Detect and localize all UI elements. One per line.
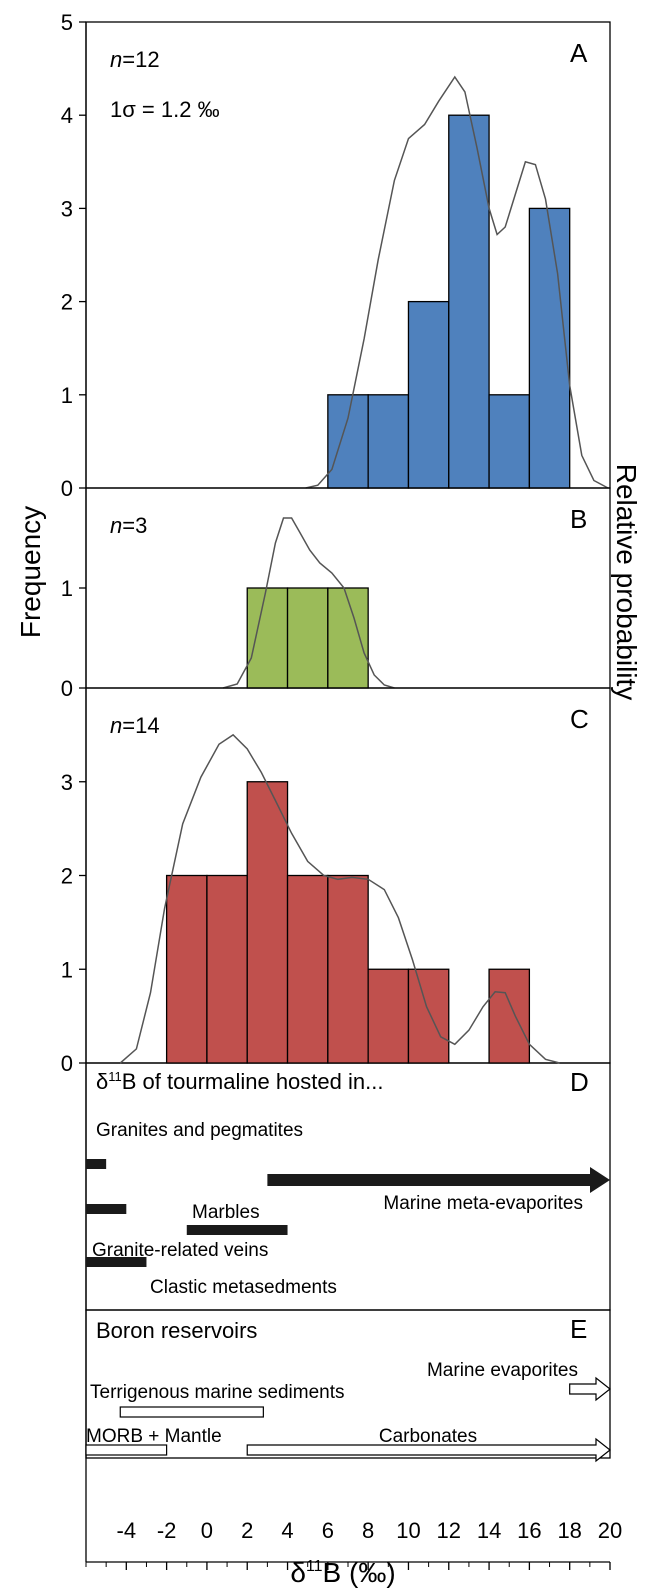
panel-b-n-count: n=3 — [110, 513, 147, 538]
panel-a-bar-1 — [327, 394, 369, 489]
panel-c-probability-curve — [119, 733, 560, 1064]
panel-a-ytick-label-1: 1 — [61, 383, 73, 408]
panel-b-probability-curve — [222, 517, 395, 689]
panel-c-bar-6 — [367, 968, 410, 1064]
panel-a-probability-curve — [305, 75, 609, 489]
panel-e-bar-carbonates — [246, 1437, 611, 1463]
xtick-label-10: 10 — [396, 1518, 420, 1543]
panel-a-n-count: n=12 — [110, 47, 160, 72]
panel-a: 0 1 2 3 4 5 An=12 1σ = 1.2 ‰ — [61, 10, 611, 501]
panel-a-ytick-label-4: 4 — [61, 103, 73, 128]
panel-e-label-carbonates: Carbonates — [379, 1426, 477, 1447]
panel-c-ytick-label-1: 1 — [61, 957, 73, 982]
panel-e-bars: Marine evaporites Terrigenous marine sedi… — [85, 1360, 611, 1463]
xtick-label--4: -4 — [117, 1518, 137, 1543]
panel-e-bar-terrigenous-marine-sediments — [119, 1406, 264, 1418]
xtick-label-6: 6 — [322, 1518, 334, 1543]
histogram-panels: 0 1 2 3 4 5 An=12 1σ = 1.2 ‰ 0 1 Bn=3 0 1 2 3 Cn=14 — [61, 10, 611, 1076]
x-axis-ticks: -4 -2 0 2 4 6 8 10 12 14 16 18 20 — [85, 1518, 622, 1570]
panel-e-title: Boron reservoirs — [96, 1318, 257, 1343]
panel-a-bar-3 — [407, 300, 450, 489]
panel-c-ytick-label-2: 2 — [61, 864, 73, 889]
panel-c-bar-7 — [407, 968, 450, 1064]
xtick-label-20: 20 — [598, 1518, 622, 1543]
x-axis-label: δ11B (‰) — [290, 1557, 395, 1588]
panel-d-label-granites-and-pegmatites: Granites and pegmatites — [96, 1120, 303, 1141]
panel-a-ytick-label-3: 3 — [61, 196, 73, 221]
panel-e-bar-morb-mantle — [85, 1444, 168, 1456]
panel-e-bar-marine-evaporites — [569, 1376, 611, 1402]
y-axis-label-frequency: Frequency — [15, 506, 46, 638]
panel-e-label-terrigenous-marine-sediments: Terrigenous marine sediments — [90, 1382, 345, 1403]
panel-d-frame — [85, 1062, 611, 1311]
panel-d-label-marbles: Marbles — [192, 1202, 260, 1223]
panel-d-title: δ11B of tourmaline hosted in... — [96, 1069, 383, 1094]
panel-b-label: B — [570, 504, 587, 534]
panel-a-ytick-label-0: 0 — [61, 476, 73, 501]
panel-b-bar-1 — [246, 587, 289, 689]
panel-d-tourmaline: D δ11B of tourmaline hosted in... Granit… — [85, 1062, 611, 1311]
panel-c: 0 1 2 3 Cn=14 — [61, 687, 611, 1076]
panel-c-bar-5 — [327, 874, 369, 1064]
panel-b-bar-2 — [286, 587, 329, 689]
xtick-label--2: -2 — [157, 1518, 177, 1543]
xtick-label-0: 0 — [201, 1518, 213, 1543]
xtick-label-8: 8 — [362, 1518, 374, 1543]
xtick-label-2: 2 — [241, 1518, 253, 1543]
panel-e-label: E — [570, 1314, 587, 1344]
panel-e-label-morb-mantle: MORB + Mantle — [86, 1426, 222, 1447]
panel-a-ytick-label-2: 2 — [61, 290, 73, 315]
xtick-label-16: 16 — [517, 1518, 541, 1543]
xtick-label-18: 18 — [557, 1518, 581, 1543]
panel-d-bar-granites-and-pegmatites — [86, 1159, 107, 1169]
panel-d-bar-granite-related-veins — [86, 1204, 127, 1214]
panel-c-ytick-label-0: 0 — [61, 1051, 73, 1076]
panel-c-n-count: n=14 — [110, 713, 160, 738]
panel-e-label-marine-evaporites: Marine evaporites — [427, 1360, 578, 1381]
panel-c-bar-2 — [206, 874, 248, 1064]
panel-b-ytick-label-0: 0 — [61, 676, 73, 701]
panel-e-reservoirs: E Boron reservoirs Marine evaporites Terr… — [85, 1309, 611, 1463]
panel-a-bar-2 — [367, 394, 410, 489]
panel-a-bar-4 — [448, 114, 490, 489]
panel-c-label: C — [570, 704, 589, 734]
panel-c-bar-1 — [165, 874, 208, 1064]
panel-c-ytick-label-3: 3 — [61, 770, 73, 795]
panel-a-label: A — [570, 38, 588, 68]
panel-d-bar-marbles — [186, 1225, 288, 1235]
xtick-label-12: 12 — [437, 1518, 461, 1543]
panel-d-bar-marine-meta-evaporites — [267, 1167, 610, 1193]
panel-c-bar-3 — [246, 781, 289, 1064]
panel-a-ytick-label-5: 5 — [61, 10, 73, 35]
panel-b-ytick-label-1: 1 — [61, 576, 73, 601]
xtick-label-14: 14 — [477, 1518, 501, 1543]
panel-d-bars: Granites and pegmatites Marine meta-evapo… — [86, 1120, 610, 1298]
xtick-label-4: 4 — [281, 1518, 293, 1543]
panel-d-label: D — [570, 1067, 589, 1097]
panel-c-bar-8 — [488, 968, 531, 1064]
panel-a-sigma: 1σ = 1.2 ‰ — [110, 97, 220, 122]
panel-b: 0 1 Bn=3 — [61, 487, 611, 701]
y-axis-label-relative-probability: Relative probability — [611, 464, 642, 701]
panel-d-label-marine-meta-evaporites: Marine meta-evaporites — [383, 1193, 583, 1214]
panel-d-label-granite-related-veins: Granite-related veins — [92, 1240, 268, 1261]
panel-e-frame — [85, 1309, 611, 1459]
panel-a-bar-6 — [528, 207, 571, 489]
panel-d-label-clastic-metasedments: Clastic metasedments — [150, 1277, 337, 1298]
panel-b-bar-3 — [327, 587, 369, 689]
panel-c-bar-4 — [286, 874, 329, 1064]
panel-d-bar-clastic-metasedments — [86, 1257, 147, 1267]
panel-a-bar-5 — [488, 394, 531, 489]
